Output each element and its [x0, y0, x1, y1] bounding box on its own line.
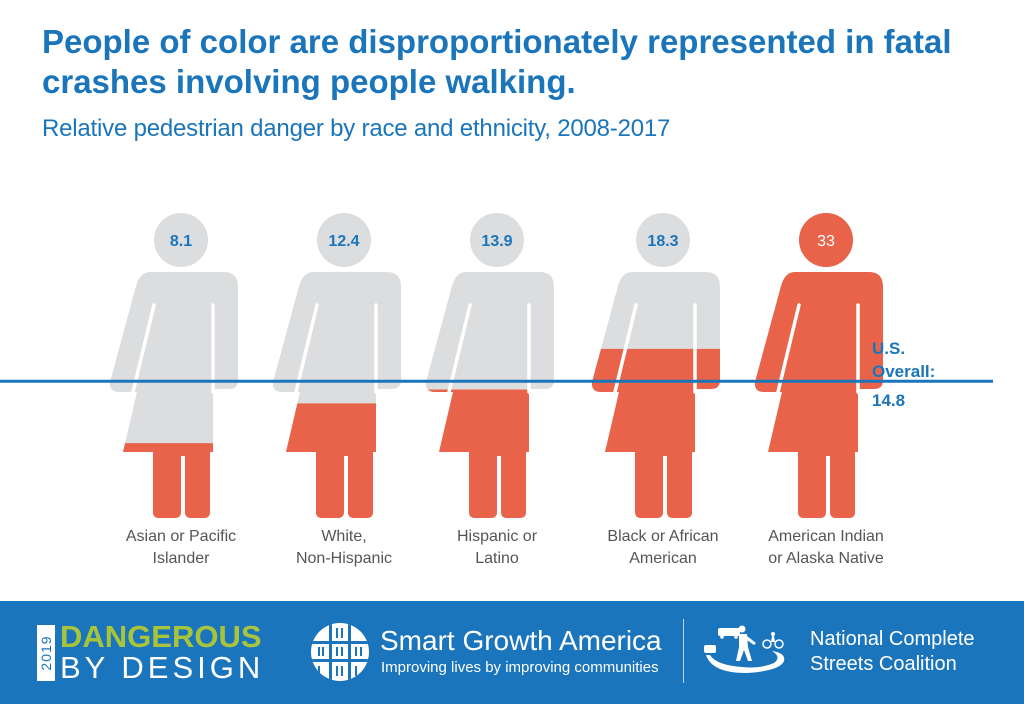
arm-gap-left [613, 303, 638, 394]
category-label-line: Latino [475, 550, 519, 567]
us-overall-label: U.S. Overall: 14.8 [872, 337, 935, 412]
category-label-line: Asian or Pacific [125, 528, 237, 545]
category-label: Hispanic or Latino [412, 526, 582, 570]
category-label: American Indian or Alaska Native [741, 526, 911, 570]
dbd-year-badge: 2019 [37, 625, 55, 681]
category-label-line: White, [321, 528, 367, 545]
category-label-line: Hispanic or [456, 528, 538, 545]
category-label-line: Islander [152, 550, 210, 567]
us-overall-label-line-1: U.S. [872, 339, 906, 359]
footer-divider [683, 619, 684, 683]
category-label-line: or Alaska Native [768, 550, 884, 567]
chart-subtitle: Relative pedestrian danger by race and e… [42, 115, 671, 142]
value-label: 33 [817, 233, 835, 250]
chart-title: People of color are disproportionately r… [42, 23, 952, 100]
us-overall-value: 14.8 [872, 391, 906, 411]
danger-fill-bar [591, 348, 720, 518]
category-label: Black or African American [578, 526, 748, 570]
danger-fill-bar [425, 389, 554, 518]
sga-name: Smart Growth America [380, 625, 662, 656]
value-label: 12.4 [328, 233, 359, 250]
value-label: 8.1 [170, 233, 192, 250]
complete-streets-logo-icon [704, 625, 785, 673]
arm-gap-left [776, 303, 801, 394]
dbd-logo-top: DANGEROUS [60, 619, 262, 654]
danger-fill-bar [272, 403, 401, 518]
ncsc-name: National Complete Streets Coalition [810, 627, 975, 677]
value-label: 18.3 [647, 233, 678, 250]
category-label-line: American Indian [768, 528, 884, 545]
pictogram-chart: 8.1 12.4 13.9 18.3 33 [0, 213, 993, 518]
category-label-line: Non-Hispanic [295, 550, 393, 567]
smart-growth-america-logo-icon [311, 623, 369, 681]
value-label: 13.9 [481, 233, 512, 250]
ncsc-name-line-1: National Complete [810, 628, 975, 650]
arm-gap-left [294, 303, 319, 394]
footer-banner: 2019 DANGEROUS BY DESIGN Smart Growth Am… [0, 601, 1024, 704]
arm-gap-left [131, 303, 156, 394]
category-label: Asian or Pacific Islander [96, 526, 266, 570]
dbd-logo-bottom: BY DESIGN [60, 650, 265, 685]
us-overall-label-line-2: Overall: [872, 362, 936, 382]
category-label-line: Black or African [607, 528, 719, 545]
ncsc-name-line-2: Streets Coalition [810, 653, 957, 675]
category-label-line: American [629, 550, 697, 567]
sga-tagline: Improving lives by improving communities [381, 659, 659, 676]
category-label: White, Non-Hispanic [259, 526, 429, 570]
arm-gap-left [447, 303, 472, 394]
danger-fill-bar [109, 443, 238, 518]
dbd-year: 2019 [38, 635, 54, 671]
